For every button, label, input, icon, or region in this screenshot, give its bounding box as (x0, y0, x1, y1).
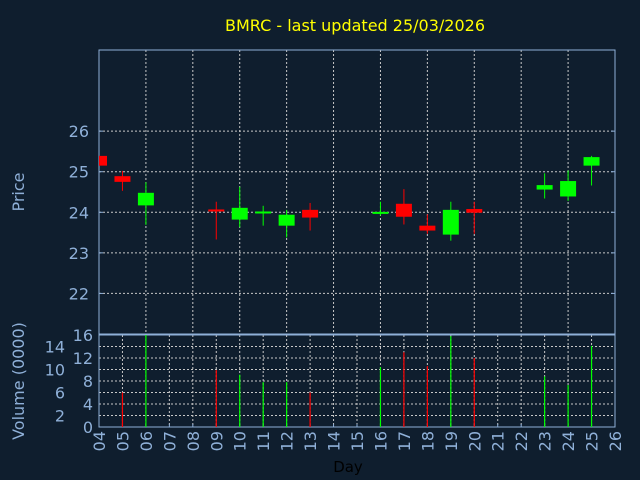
price-tick-label: 22 (69, 284, 89, 303)
day-tick-label: 09 (207, 431, 226, 451)
candle-body (278, 214, 295, 226)
volume-tick-label: 0 (83, 418, 93, 437)
price-axis-label: Price (9, 172, 28, 211)
candle-body (255, 211, 272, 214)
candle-body (419, 225, 436, 231)
day-tick-label: 12 (278, 431, 297, 451)
volume-tick-label: 16 (73, 326, 93, 345)
candle-body (583, 157, 600, 166)
day-tick-label: 20 (465, 431, 484, 451)
volume-tick-label: 2 (55, 407, 65, 426)
candle-body (536, 185, 553, 190)
volume-tick-label: 12 (73, 349, 93, 368)
day-tick-label: 06 (137, 431, 156, 451)
day-tick-label: 25 (583, 431, 602, 451)
day-tick-label: 05 (113, 431, 132, 451)
day-tick-label: 18 (418, 431, 437, 451)
day-tick-label: 08 (184, 431, 203, 451)
candle-body (395, 203, 412, 217)
day-tick-label: 15 (348, 431, 367, 451)
price-tick-label: 25 (69, 163, 89, 182)
day-tick-label: 07 (160, 431, 179, 451)
day-axis-label: Day (333, 458, 363, 476)
candle-body (466, 209, 483, 213)
volume-tick-label: 14 (45, 338, 65, 357)
candles (99, 155, 600, 241)
price-tick-label: 24 (69, 203, 89, 222)
volume-plot-frame (98, 334, 616, 428)
day-tick-label: 13 (301, 431, 320, 451)
day-tick-label: 23 (536, 431, 555, 451)
candle-body (442, 209, 459, 235)
day-tick-label: 22 (512, 431, 531, 451)
candle-body (114, 176, 131, 182)
candle-body (231, 207, 248, 220)
candle-body (99, 155, 107, 166)
chart-title: BMRC - last updated 25/03/2026 (225, 16, 485, 35)
day-tick-label: 26 (606, 431, 625, 451)
day-tick-label: 14 (325, 431, 344, 451)
volume-axis-label: Volume (0000) (9, 322, 28, 440)
day-tick-label: 10 (231, 431, 250, 451)
volume-tick-label: 10 (45, 361, 65, 380)
price-tick-label: 23 (69, 244, 89, 263)
day-tick-label: 17 (395, 431, 414, 451)
volume-tick-label: 8 (83, 372, 93, 391)
price-plot-frame (98, 49, 616, 335)
day-tick-label: 16 (371, 431, 390, 451)
day-tick-label: 21 (489, 431, 508, 451)
day-tick-label: 24 (559, 431, 578, 451)
day-tick-label: 11 (254, 431, 273, 451)
candle-body (560, 181, 577, 197)
day-tick-label: 19 (442, 431, 461, 451)
candle-body (137, 192, 154, 206)
candle-body (208, 209, 225, 212)
volume-tick-label: 6 (55, 384, 65, 403)
candle-body (372, 211, 389, 214)
day-tick-label: 04 (90, 431, 109, 451)
candle-body (302, 209, 319, 218)
volume-tick-label: 4 (83, 395, 93, 414)
price-tick-label: 26 (69, 122, 89, 141)
